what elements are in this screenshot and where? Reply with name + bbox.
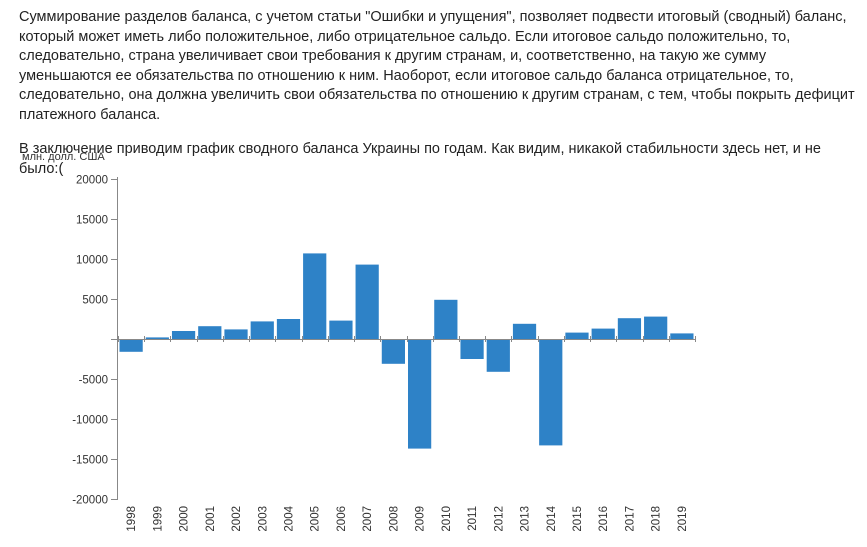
x-tick-label: 2011 — [467, 506, 479, 531]
article: Суммирование разделов баланса, с учетом … — [19, 8, 861, 179]
y-tick-label: 20000 — [76, 175, 108, 187]
bar-2011 — [460, 339, 484, 359]
x-tick-label: 2009 — [415, 506, 427, 532]
bar-2014 — [539, 339, 563, 446]
y-tick-label: -10000 — [72, 415, 108, 427]
bar-2004 — [276, 319, 301, 339]
x-tick-label: 2003 — [257, 506, 269, 532]
bar-2009 — [408, 339, 432, 449]
bar-2008 — [381, 339, 405, 364]
x-tick-label: 2013 — [520, 506, 532, 532]
bar-2006 — [329, 320, 353, 339]
bar-2002 — [224, 329, 248, 339]
x-tick-label: 2006 — [336, 506, 348, 532]
x-tick-label: 1999 — [152, 506, 164, 532]
bar-2019 — [670, 333, 694, 339]
y-axis-label: млн. долл. США — [22, 151, 105, 163]
x-tick-label: 2017 — [624, 506, 636, 532]
bar-2003 — [250, 321, 274, 339]
x-tick-label: 2005 — [310, 506, 322, 532]
bar-2005 — [303, 253, 327, 339]
bars-group — [119, 253, 694, 449]
y-tick-label: 10000 — [76, 255, 108, 267]
bar-2017 — [617, 318, 642, 339]
y-tick-label: -5000 — [79, 375, 108, 387]
x-tick-label: 2018 — [651, 506, 663, 532]
bar-2012 — [486, 339, 510, 372]
y-tick-label: -20000 — [72, 495, 108, 507]
y-tick-label: 5000 — [82, 295, 108, 307]
x-axis: 1998 1999 2000 2001 2002 2003 2004 2005 2006 2007… — [117, 336, 696, 532]
x-tick-label: 2019 — [677, 506, 689, 532]
bar-2016 — [591, 328, 615, 339]
y-axis: 20000 15000 10000 5000 -5000 -10000 -15000 -200… — [72, 175, 118, 507]
x-tick-label: 1998 — [126, 506, 138, 532]
bar-2013 — [512, 323, 537, 339]
y-tick-label: -15000 — [72, 455, 108, 467]
bar-2007 — [355, 264, 379, 339]
bar-2018 — [644, 316, 668, 339]
x-tick-label: 2015 — [572, 506, 584, 532]
x-tick-label: 2012 — [493, 506, 505, 532]
x-tick-label: 2008 — [388, 506, 400, 532]
x-tick-label: 2000 — [179, 506, 191, 532]
y-tick-label: 15000 — [76, 215, 108, 227]
x-tick-label: 2010 — [441, 506, 453, 532]
bar-2001 — [198, 326, 222, 339]
x-tick-label: 2004 — [283, 505, 295, 531]
balance-bar-chart: млн. долл. США 20000 15000 10000 5000 -5000 -… — [22, 151, 696, 532]
x-tick-label: 2014 — [546, 505, 558, 531]
paragraph-chart-intro: В заключение приводим график сводного ба… — [19, 141, 821, 177]
x-tick-label: 2002 — [231, 506, 243, 532]
bar-2015 — [565, 332, 589, 339]
bar-2010 — [434, 299, 458, 339]
x-tick-label: 2001 — [205, 506, 217, 532]
x-tick-label: 2016 — [598, 506, 610, 532]
bar-1999 — [145, 337, 169, 339]
bar-1998 — [119, 339, 143, 352]
paragraph-balance-summary: Суммирование разделов баланса, с учетом … — [19, 9, 855, 123]
bar-2000 — [171, 331, 196, 339]
x-tick-label: 2007 — [362, 506, 374, 532]
